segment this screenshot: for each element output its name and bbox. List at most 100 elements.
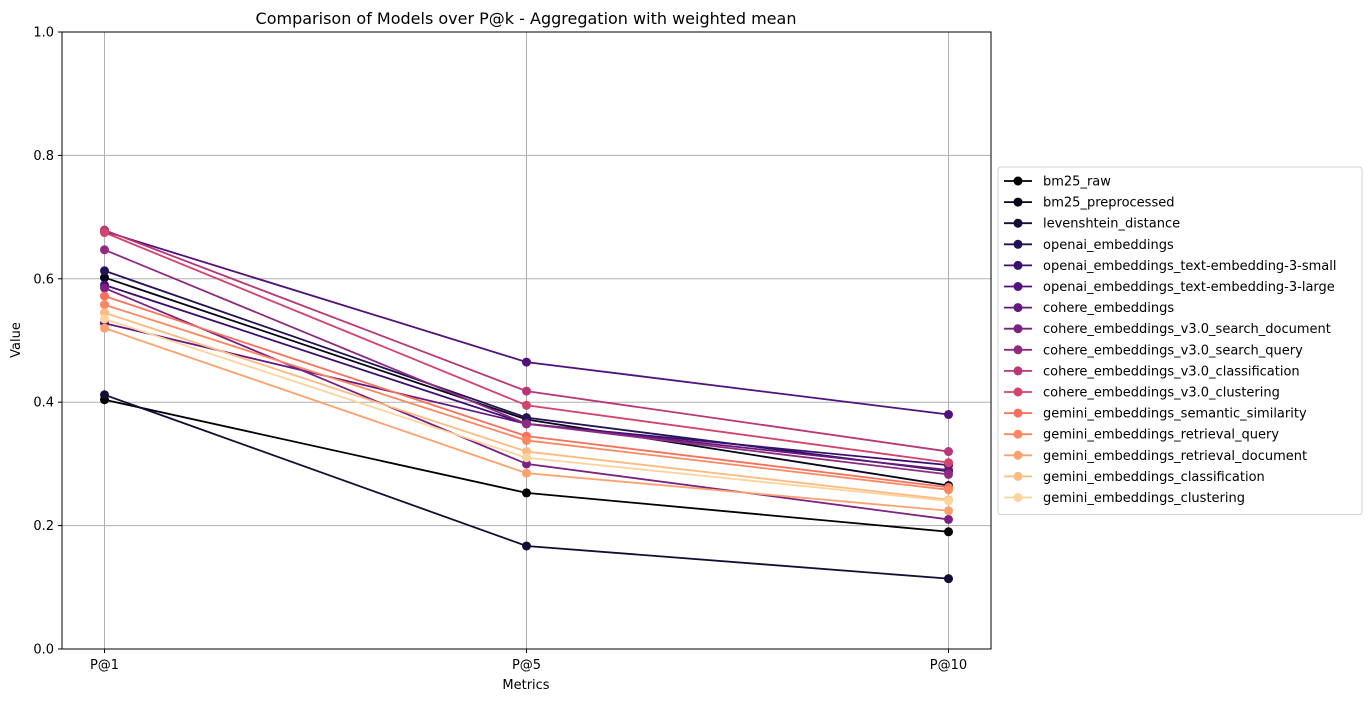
data-point: [944, 447, 953, 457]
legend-marker-icon: [1013, 303, 1023, 313]
legend-marker-icon: [1013, 345, 1023, 355]
data-point: [100, 314, 109, 324]
data-point: [100, 291, 109, 301]
legend-box: [997, 166, 1363, 516]
legend-entry: cohere_embeddings_v3.0_search_document: [1004, 322, 1331, 337]
data-point: [100, 390, 109, 400]
data-point: [944, 458, 953, 468]
x-axis-label: Metrics: [502, 678, 549, 693]
legend-label: gemini_embeddings_classification: [1043, 470, 1265, 485]
data-point: [944, 514, 953, 524]
data-point: [100, 323, 109, 333]
y-axis-label: Value: [9, 322, 24, 358]
legend-label: cohere_embeddings_v3.0_classification: [1043, 364, 1300, 379]
legend-entry: bm25_raw: [1004, 175, 1111, 190]
legend-marker-icon: [1013, 366, 1023, 376]
legend-label: openai_embeddings: [1043, 238, 1174, 253]
series-gemini_embeddings_retrieval_query: [100, 300, 953, 495]
y-tick-label: 0.8: [33, 149, 54, 164]
legend-marker-icon: [1013, 450, 1023, 460]
legend-entry: gemini_embeddings_retrieval_query: [1004, 428, 1279, 443]
legend-label: gemini_embeddings_retrieval_query: [1043, 428, 1279, 443]
legend-marker-icon: [1013, 324, 1023, 334]
legend-label: levenshtein_distance: [1043, 217, 1180, 232]
data-point: [100, 273, 109, 283]
data-point: [100, 266, 109, 276]
legend-entry: openai_embeddings: [1004, 238, 1174, 253]
legend-entry: cohere_embeddings_v3.0_search_query: [1004, 343, 1303, 358]
legend-marker-icon: [1013, 197, 1023, 207]
data-point: [944, 574, 953, 584]
data-point: [522, 435, 531, 445]
data-point: [522, 541, 531, 551]
legend-marker-icon: [1013, 239, 1023, 249]
data-point: [522, 413, 531, 423]
data-point: [522, 386, 531, 396]
y-tick-label: 0.6: [33, 272, 54, 287]
legend-label: bm25_raw: [1043, 175, 1111, 190]
y-tick-label: 0.2: [33, 519, 54, 534]
legend-label: openai_embeddings_text-embedding-3-small: [1043, 259, 1336, 274]
x-tick-label: P@5: [512, 658, 541, 673]
data-point: [522, 453, 531, 463]
legend-marker-icon: [1013, 408, 1023, 418]
legend-label: cohere_embeddings: [1043, 301, 1174, 316]
data-point: [100, 283, 109, 293]
legend-entry: gemini_embeddings_retrieval_document: [1004, 449, 1307, 464]
legend-entry: openai_embeddings_text-embedding-3-small: [1004, 259, 1336, 274]
legend-label: openai_embeddings_text-embedding-3-large: [1043, 280, 1335, 295]
data-point: [944, 496, 953, 506]
y-tick-label: 0.0: [33, 643, 54, 658]
series-gemini_embeddings_clustering: [100, 314, 953, 506]
data-point: [522, 419, 531, 429]
legend: bm25_raw bm25_preprocessed levenshtein_dis…: [997, 166, 1363, 516]
legend-marker-icon: [1013, 471, 1023, 481]
data-point: [522, 400, 531, 410]
data-point: [944, 469, 953, 479]
series-cohere_embeddings_v3.0_clustering: [100, 228, 953, 468]
series-gemini_embeddings_retrieval_document: [100, 323, 953, 516]
legend-marker-icon: [1013, 260, 1023, 270]
legend-entry: cohere_embeddings_v3.0_clustering: [1004, 386, 1280, 401]
legend-marker-icon: [1013, 176, 1023, 186]
chart-title: Comparison of Models over P@k - Aggregat…: [256, 9, 797, 28]
y-tick-label: 1.0: [33, 26, 54, 41]
y-tick-label: 0.4: [33, 396, 54, 411]
series-levenshtein_distance: [100, 390, 953, 584]
series-cohere_embeddings_v3.0_search_query: [100, 245, 953, 479]
legend-entry: bm25_preprocessed: [1004, 196, 1174, 211]
legend-label: cohere_embeddings_v3.0_search_query: [1043, 343, 1303, 358]
data-point: [522, 447, 531, 457]
data-point: [944, 410, 953, 420]
data-point: [522, 488, 531, 498]
legend-entry: gemini_embeddings_classification: [1004, 470, 1265, 485]
legend-marker-icon: [1013, 493, 1023, 502]
legend-entry: gemini_embeddings_semantic_similarity: [1004, 407, 1307, 422]
data-point: [100, 308, 109, 318]
data-point: [944, 506, 953, 516]
x-tick-label: P@10: [930, 658, 967, 673]
legend-entry: openai_embeddings_text-embedding-3-large: [1004, 280, 1335, 295]
data-point: [522, 468, 531, 478]
data-point: [522, 459, 531, 469]
series-layer: [100, 225, 953, 584]
grid-lines: [62, 32, 991, 649]
legend-entry: levenshtein_distance: [1004, 217, 1180, 232]
legend-entry: cohere_embeddings_v3.0_classification: [1004, 364, 1300, 379]
x-tick-label: P@1: [90, 658, 119, 673]
legend-label: cohere_embeddings_v3.0_search_document: [1043, 322, 1331, 337]
data-point: [944, 527, 953, 537]
legend-label: gemini_embeddings_semantic_similarity: [1043, 407, 1307, 422]
legend-label: gemini_embeddings_retrieval_document: [1043, 449, 1307, 464]
series-cohere_embeddings_v3.0_search_document: [100, 283, 953, 524]
data-point: [522, 357, 531, 367]
legend-marker-icon: [1013, 282, 1023, 291]
data-point: [100, 245, 109, 255]
legend-marker-icon: [1013, 218, 1023, 228]
legend-marker-icon: [1013, 387, 1023, 397]
legend-label: cohere_embeddings_v3.0_clustering: [1043, 386, 1280, 401]
legend-label: bm25_preprocessed: [1043, 196, 1174, 211]
data-point: [944, 485, 953, 495]
data-point: [100, 228, 109, 238]
